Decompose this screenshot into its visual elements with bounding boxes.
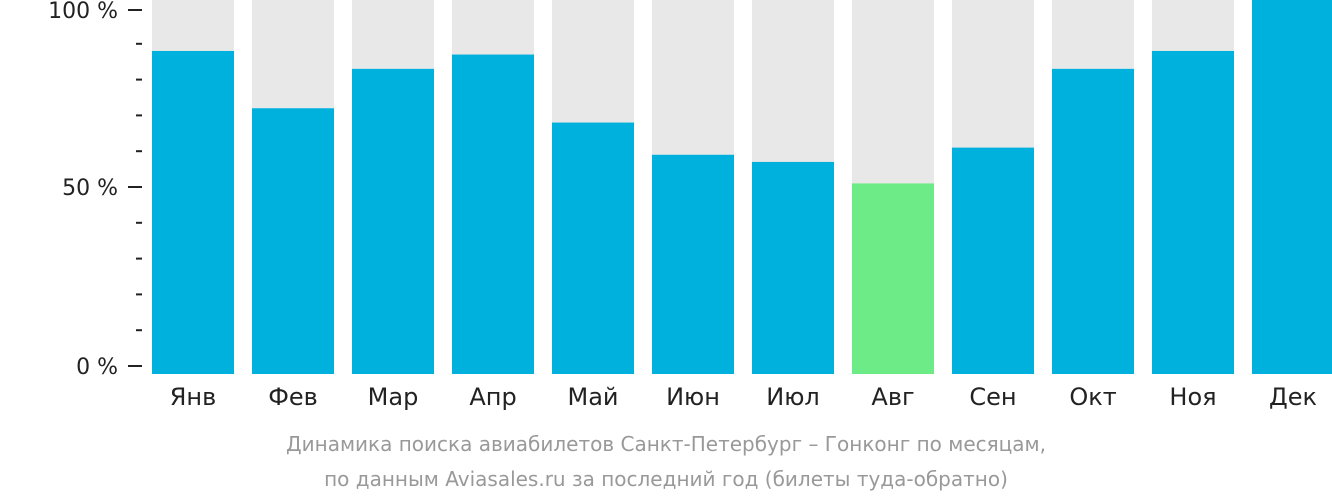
x-tick-label-3: Мар <box>368 383 419 411</box>
bar-3 <box>352 68 434 375</box>
x-axis: Янв Фев Мар Апр Май Июн Июл Авг Сен Окт Ноя Дек <box>170 383 1317 411</box>
x-tick-label-8: Авг <box>871 383 914 411</box>
bar-7 <box>752 161 834 374</box>
bar-12 <box>1252 0 1332 374</box>
x-tick-label-5: Май <box>567 383 618 411</box>
bar-5 <box>552 122 634 374</box>
y-axis: 0 % 50 % 100 % <box>48 0 142 380</box>
x-tick-label-2: Фев <box>268 383 318 411</box>
x-tick-label-9: Сен <box>969 383 1016 411</box>
bar-2 <box>252 108 334 375</box>
x-tick-label-7: Июл <box>766 383 820 411</box>
y-tick-label-3: 100 % <box>48 0 118 24</box>
x-tick-label-6: Июн <box>666 383 720 411</box>
bar-10 <box>1052 68 1134 375</box>
bar-1 <box>152 50 234 375</box>
x-tick-label-12: Дек <box>1269 383 1317 411</box>
bar-4 <box>452 54 534 374</box>
x-tick-label-1: Янв <box>170 383 217 411</box>
x-tick-label-4: Апр <box>469 383 516 411</box>
chart-caption-line-1: Динамика поиска авиабилетов Санкт-Петерб… <box>286 432 1046 456</box>
bar-8 <box>852 183 934 374</box>
y-tick-label-1: 0 % <box>76 355 118 380</box>
bar-chart: 0 % 50 % 100 % Янв Фев Мар Апр Май Июн Июл Авг Сен… <box>48 0 1332 411</box>
bar-11 <box>1152 50 1234 375</box>
x-tick-label-10: Окт <box>1069 383 1116 411</box>
data-bars <box>152 0 1332 375</box>
bar-9 <box>952 147 1034 374</box>
chart-caption-line-2: по данным Aviasales.ru за последний год … <box>324 467 1008 491</box>
x-tick-label-11: Ноя <box>1169 383 1216 411</box>
y-tick-label-2: 50 % <box>62 176 118 201</box>
bar-6 <box>652 154 734 374</box>
